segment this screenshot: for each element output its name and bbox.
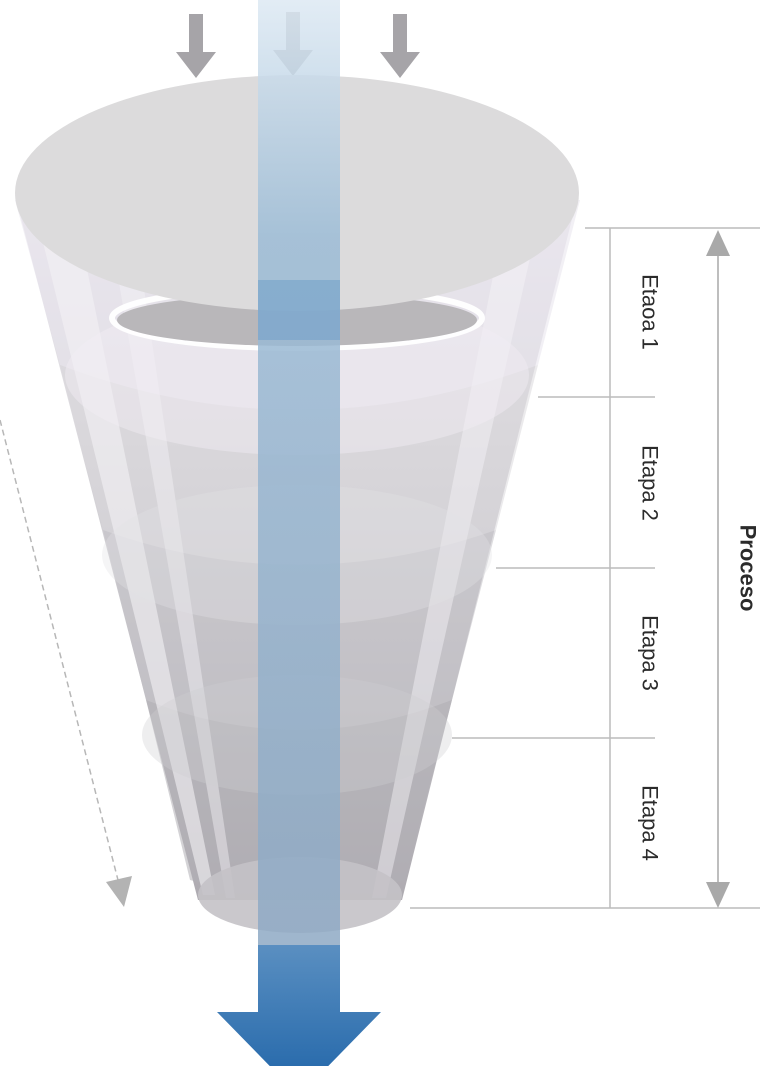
funnel-highlight-left-2 xyxy=(115,260,235,898)
process-arrow-up-icon xyxy=(706,230,730,256)
central-stream xyxy=(258,0,340,950)
stage-guides xyxy=(410,227,655,909)
input-arrow-left-icon xyxy=(176,14,216,78)
process-bracket: Proceso xyxy=(655,227,760,909)
dashed-arrow-head-icon xyxy=(106,876,132,907)
output-arrow-icon xyxy=(217,945,381,1066)
stage-label-3: Etapa 3 xyxy=(638,615,663,691)
funnel-highlight-left xyxy=(40,230,215,895)
funnel-highlight-right xyxy=(372,236,535,898)
stage-label-2: Etapa 2 xyxy=(638,445,663,521)
stream-core xyxy=(258,280,340,340)
input-arrow-right-icon xyxy=(380,14,420,78)
stage-label-1: Etaoa 1 xyxy=(638,274,663,350)
process-arrow-down-icon xyxy=(706,882,730,908)
stream-column xyxy=(258,0,340,950)
stage-labels: Etaoa 1 Etapa 2 Etapa 3 Etapa 4 xyxy=(638,274,663,861)
process-label: Proceso xyxy=(736,525,760,612)
dashed-guide-arrow xyxy=(0,419,132,907)
stage-label-4: Etapa 4 xyxy=(638,785,663,861)
